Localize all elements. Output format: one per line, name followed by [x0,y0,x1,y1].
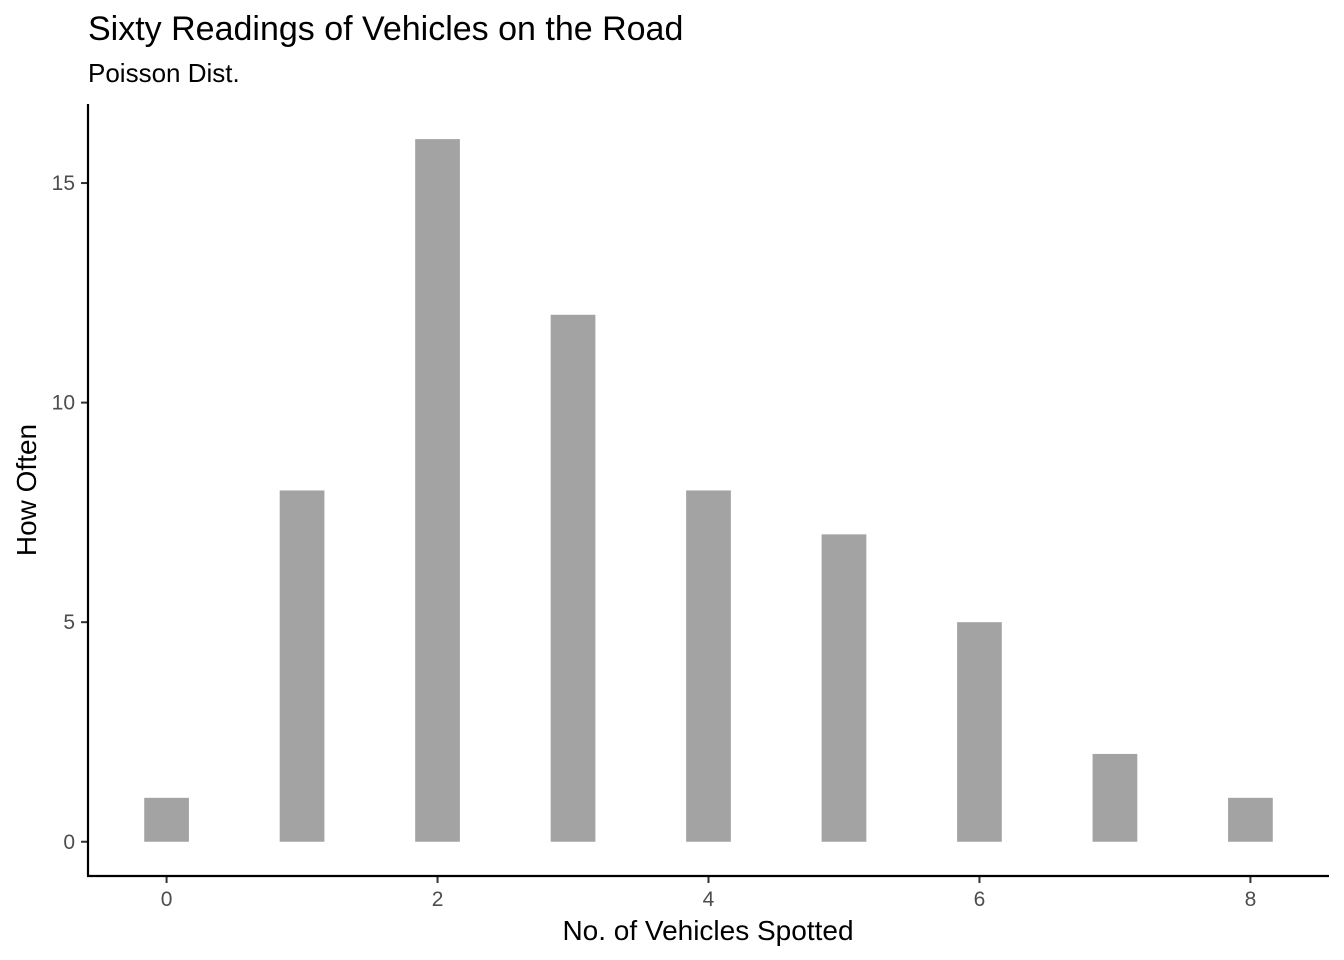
bar-5 [821,534,867,842]
bar-4 [686,490,731,842]
chart-subtitle: Poisson Dist. [88,58,240,88]
x-axis-title: No. of Vehicles Spotted [562,915,853,946]
x-axis-ticks: 0 2 4 6 8 [161,876,1257,911]
bar-1 [279,490,325,842]
bars-layer [144,139,1273,842]
x-tick-label: 8 [1245,888,1257,911]
chart-title: Sixty Readings of Vehicles on the Road [88,10,683,48]
y-axis-ticks: 0 5 10 15 [52,172,88,854]
y-tick-label: 10 [52,392,75,415]
x-tick-label: 0 [161,888,173,911]
x-tick-label: 4 [703,888,715,911]
y-tick-label: 0 [63,831,75,854]
y-tick-label: 5 [63,611,75,634]
bar-8 [1228,797,1273,842]
bar-6 [957,622,1002,842]
bar-2 [415,139,460,842]
y-tick-label: 15 [52,172,75,195]
x-tick-label: 6 [974,888,986,911]
bar-3 [550,314,596,842]
bar-0 [144,797,189,842]
x-tick-label: 2 [432,888,444,911]
bar-7 [1092,753,1138,842]
y-axis-title: How Often [11,424,42,556]
